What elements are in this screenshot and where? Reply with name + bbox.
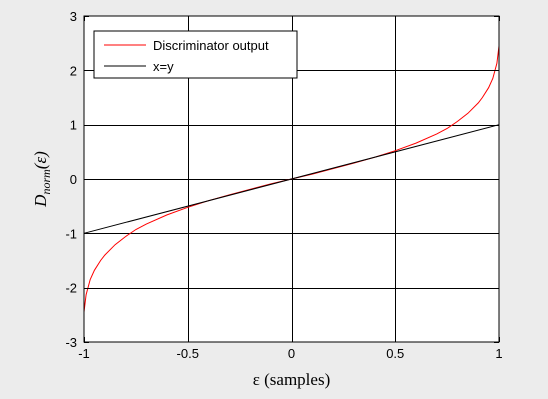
y-tick-label: 2 [70, 63, 77, 78]
x-tick-label: 1 [495, 346, 502, 361]
ticks: -1 -0.5 0 0.5 1 -3 -2 -1 0 1 2 3 [65, 9, 502, 361]
y-axis-label: Dnorm(ε) [31, 151, 53, 208]
series-layer [83, 45, 500, 313]
legend-label-xy: x=y [153, 59, 174, 74]
legend-label-discriminator: Discriminator output [153, 38, 269, 53]
legend-box [93, 30, 298, 79]
series-line-1 [83, 124, 500, 234]
y-tick-label: -2 [65, 281, 77, 296]
x-tick-label: -0.5 [177, 346, 199, 361]
y-axis-label-subscript: norm [39, 169, 53, 195]
y-tick-label: -3 [65, 335, 77, 350]
x-tick-label: -1 [78, 346, 90, 361]
y-axis-label-argument: (ε) [31, 151, 50, 169]
y-tick-label: 0 [70, 172, 77, 187]
x-axis-label: ε (samples) [253, 370, 330, 389]
y-tick-label: -1 [65, 226, 77, 241]
x-tick-label: 0.5 [386, 346, 404, 361]
x-tick-label: 0 [288, 346, 295, 361]
y-axis-label-main: D [31, 194, 50, 208]
legend: Discriminator output x=y [93, 30, 298, 79]
y-tick-label: 1 [70, 118, 77, 133]
y-tick-label: 3 [70, 9, 77, 24]
